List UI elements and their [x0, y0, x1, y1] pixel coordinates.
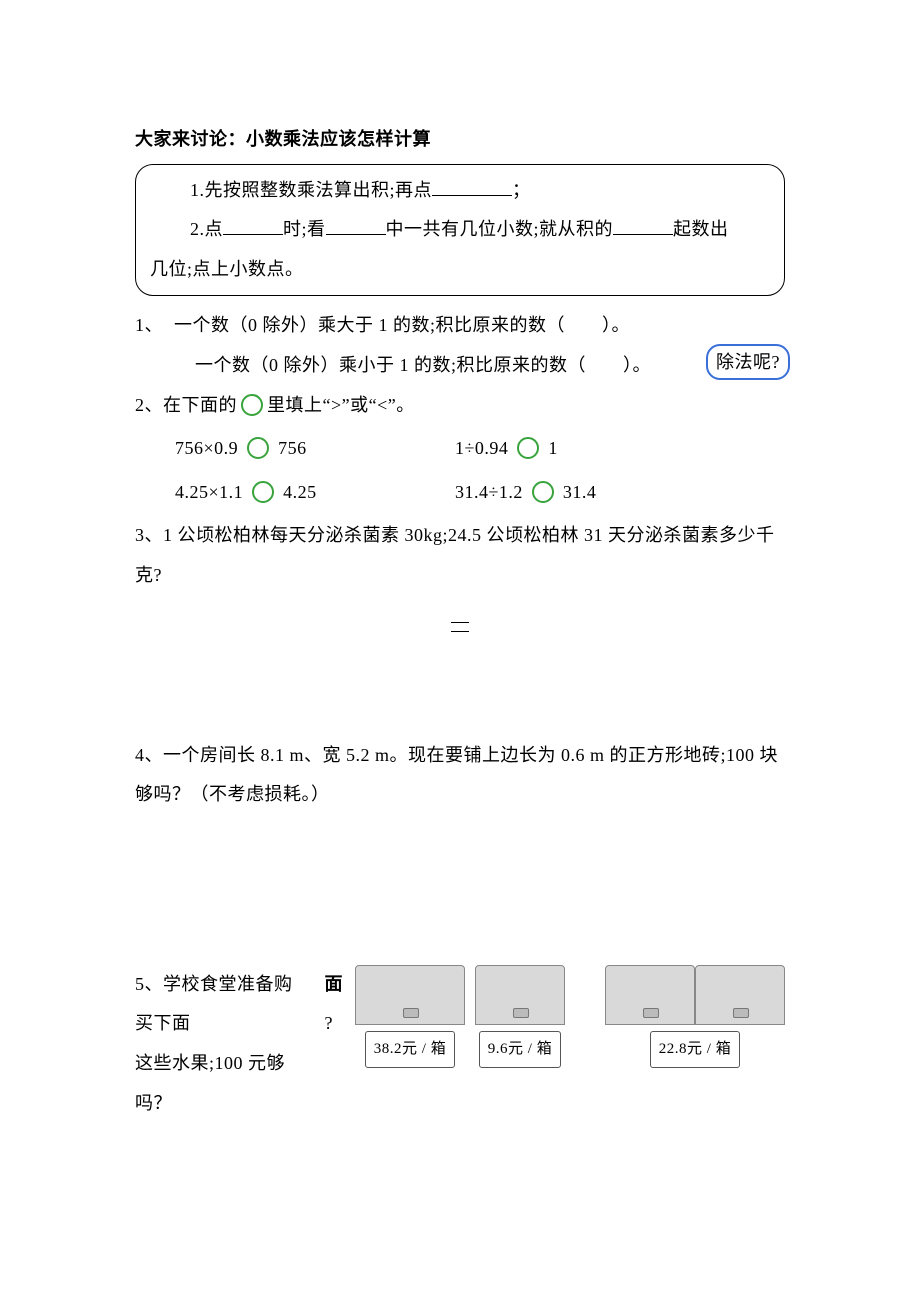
q2-tail: 里填上“>”或“<”。: [267, 386, 415, 426]
crate-icon: [355, 965, 465, 1025]
expr: 756×0.9: [175, 438, 238, 458]
fruit-item: 22.8元 / 箱: [605, 965, 785, 1068]
expr: 31.4÷1.2: [455, 482, 523, 502]
rule1-pre: 1.先按照整数乘法算出积;再点: [190, 180, 432, 200]
equals-mark: [451, 622, 469, 632]
q5-qmark: ?: [319, 1004, 346, 1044]
rule-box: 1.先按照整数乘法算出积;再点； 2.点时;看中一共有几位小数;就从积的起数出 …: [135, 164, 785, 297]
price-label: 22.8元 / 箱: [650, 1031, 740, 1068]
blank: [613, 216, 673, 235]
q5-mian: 面: [319, 965, 346, 1005]
fruit-boxes: 38.2元 / 箱 9.6元 / 箱 22.8元 / 箱: [355, 965, 785, 1068]
price-label: 38.2元 / 箱: [365, 1031, 455, 1068]
blank: [432, 177, 512, 196]
crate-icon: [605, 965, 695, 1025]
expr: 4.25×1.1: [175, 482, 243, 502]
question-5: 5、学校食堂准备购买下面 这些水果;100 元够吗？ 面 ? 38.2元 / 箱…: [135, 965, 785, 1123]
rule1-post: ；: [512, 180, 531, 200]
rule2-a: 2.点: [190, 219, 223, 239]
q4-number: 4、: [135, 745, 163, 765]
question-2-header: 2、在下面的 里填上“>”或“<”。: [135, 386, 785, 426]
expr: 1÷0.94: [455, 438, 508, 458]
question-1: 1、 一个数（0 除外）乘大于 1 的数;积比原来的数（ ）。: [135, 306, 785, 346]
expr: 756: [278, 438, 307, 458]
crate-icon: [475, 965, 565, 1025]
circle-icon: [246, 436, 270, 460]
q2-row-1: 756×0.9 756 1÷0.94 1: [135, 429, 785, 469]
rule2-d: 起数出: [673, 219, 729, 239]
rule-line-2: 2.点 时;看 中一共有几位小数;就从积的 起数出: [150, 210, 770, 250]
expr: 31.4: [563, 482, 597, 502]
q1-line2-wrap: 一个数（0 除外）乘小于 1 的数;积比原来的数（ ）。: [135, 346, 785, 386]
division-callout: 除法呢?: [706, 344, 790, 380]
question-4: 4、一个房间长 8.1 m、宽 5.2 m。现在要铺上边长为 0.6 m 的正方…: [135, 736, 785, 815]
q1-line1: 一个数（0 除外）乘大于 1 的数;积比原来的数（ ）。: [168, 315, 630, 335]
rule2-c: 中一共有几位小数;就从积的: [386, 219, 614, 239]
expr: 1: [548, 438, 558, 458]
blank: [326, 216, 386, 235]
question-3: 3、1 公顷松柏林每天分泌杀菌素 30kg;24.5 公顷松柏林 31 天分泌杀…: [135, 516, 785, 595]
q5-line2: 这些水果;100 元够吗？: [135, 1053, 285, 1113]
q2-number: 2、在下面的: [135, 386, 237, 426]
fruit-item: 38.2元 / 箱: [355, 965, 465, 1068]
crate-icon: [695, 965, 785, 1025]
q3-text: 1 公顷松柏林每天分泌杀菌素 30kg;24.5 公顷松柏林 31 天分泌杀菌素…: [135, 525, 775, 585]
q4-text: 一个房间长 8.1 m、宽 5.2 m。现在要铺上边长为 0.6 m 的正方形地…: [135, 745, 778, 805]
rule-line-1: 1.先按照整数乘法算出积;再点 ；: [150, 171, 770, 211]
circle-icon: [240, 393, 264, 417]
circle-icon: [516, 436, 540, 460]
q1-number: 1、: [135, 315, 163, 335]
fruit-item: 9.6元 / 箱: [475, 965, 565, 1068]
q1-line2: 一个数（0 除外）乘小于 1 的数;积比原来的数（ ）。: [195, 355, 651, 375]
rule2-b: 时;看: [283, 219, 326, 239]
q5-number: 5、: [135, 974, 163, 994]
expr: 4.25: [283, 482, 317, 502]
blank: [223, 216, 283, 235]
circle-icon: [531, 480, 555, 504]
circle-icon: [251, 480, 275, 504]
q2-row-2: 4.25×1.1 4.25 31.4÷1.2 31.4: [135, 473, 785, 513]
worksheet-title: 大家来讨论：小数乘法应该怎样计算: [135, 120, 785, 160]
price-label: 9.6元 / 箱: [479, 1031, 561, 1068]
q3-number: 3、: [135, 525, 163, 545]
rule-line-3: 几位;点上小数点。: [150, 250, 770, 290]
